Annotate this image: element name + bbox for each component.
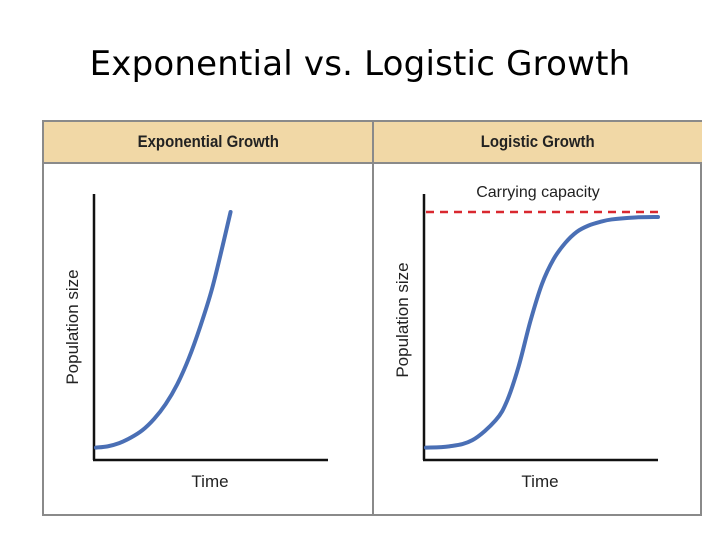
panel-divider <box>372 122 374 514</box>
y-axis-label: Population size <box>393 262 412 377</box>
panel-header-exponential: Exponential Growth <box>44 122 372 164</box>
panel-logistic: Logistic Growth Population size Time Car… <box>374 122 702 514</box>
slide-title: Exponential vs. Logistic Growth <box>89 44 631 84</box>
figure-frame: Exponential Growth Population size Time … <box>42 120 702 516</box>
x-axis-label: Time <box>521 472 558 491</box>
panel-exponential: Exponential Growth Population size Time <box>44 122 372 514</box>
chart-title-logistic: Logistic Growth <box>481 132 595 151</box>
panel-header-logistic: Logistic Growth <box>374 122 702 164</box>
carrying-capacity-label: Carrying capacity <box>476 184 600 201</box>
y-axis-label: Population size <box>63 269 82 384</box>
logistic-chart: Population size Time Carrying capacity <box>393 184 660 491</box>
logistic-curve <box>424 214 660 450</box>
chart-title-exponential: Exponential Growth <box>137 132 279 151</box>
exponential-curve <box>94 210 233 450</box>
x-axis-label: Time <box>191 472 228 491</box>
exponential-chart: Population size Time <box>63 194 328 491</box>
